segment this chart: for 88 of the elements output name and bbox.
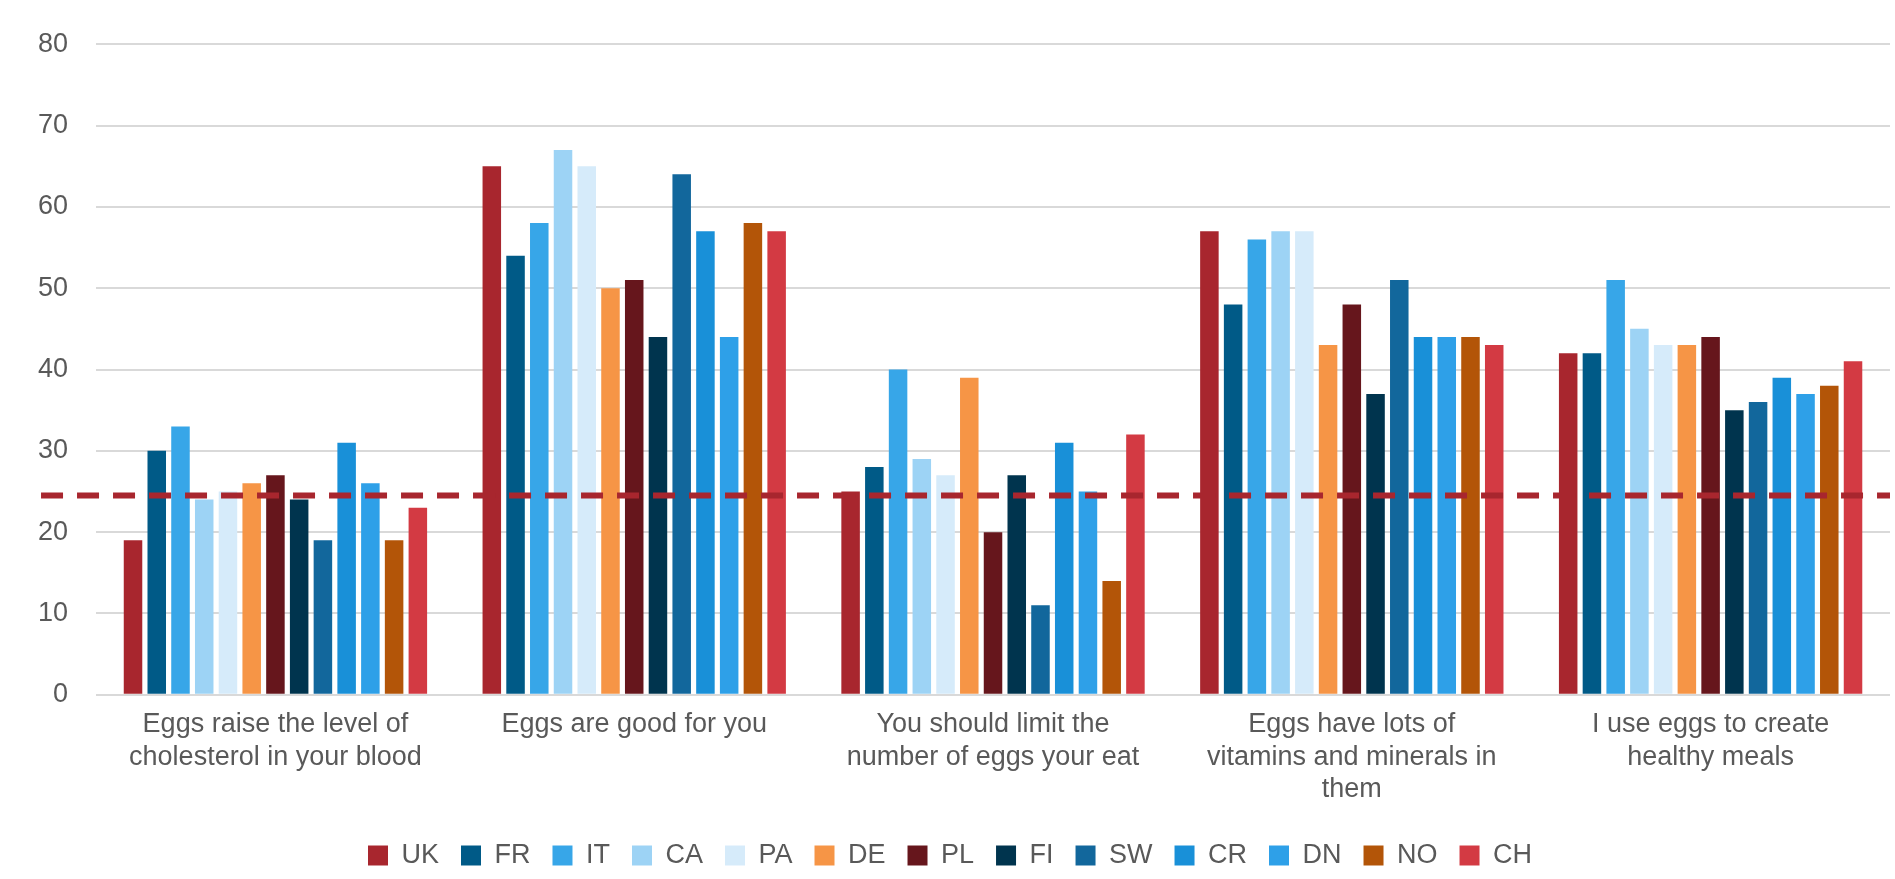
bar — [1796, 393, 1815, 694]
bar — [1725, 410, 1744, 694]
y-tick-label: 30 — [37, 434, 69, 465]
bar — [361, 483, 380, 694]
bar — [696, 231, 715, 694]
bar — [936, 475, 955, 694]
bar — [1102, 580, 1121, 694]
bar — [194, 499, 214, 694]
x-tick-label: Eggs raise the level of cholesterol in your blood — [129, 708, 422, 771]
x-tick-label: I use eggs to create healthy meals — [1592, 708, 1830, 771]
bar — [719, 336, 739, 694]
legend-label: PA — [758, 838, 793, 869]
bar — [1078, 491, 1098, 694]
bar — [289, 499, 309, 694]
legend-label: FR — [494, 838, 531, 869]
bar — [1007, 475, 1027, 694]
bar — [648, 336, 668, 694]
bar — [1390, 280, 1409, 694]
bar — [1748, 402, 1768, 694]
bar — [408, 507, 428, 694]
bar — [384, 540, 404, 694]
x-tick-label: You should limit the number of eggs your eat — [846, 708, 1140, 771]
x-tick-label: Eggs have lots of vitamins and minerals in them — [1207, 708, 1497, 804]
bar — [1820, 385, 1839, 694]
legend-label: CR — [1208, 838, 1248, 869]
bar — [1342, 304, 1362, 694]
legend-label: NO — [1397, 838, 1438, 869]
bar — [218, 491, 238, 694]
bar — [672, 174, 691, 694]
bar — [1271, 231, 1290, 694]
bar — [1653, 345, 1673, 694]
legend-label: CH — [1493, 838, 1533, 869]
bar — [1054, 442, 1074, 694]
bar — [1630, 328, 1649, 694]
bar — [506, 255, 525, 694]
bar — [865, 467, 884, 694]
bar — [313, 540, 333, 694]
bar — [1413, 336, 1433, 694]
bar — [1677, 345, 1697, 694]
bar — [1437, 336, 1457, 694]
y-tick-label: 60 — [37, 190, 69, 221]
bar — [1366, 393, 1385, 694]
x-tick-label: Eggs are good for you — [501, 708, 768, 739]
bar — [1247, 239, 1267, 694]
bar — [624, 280, 644, 694]
bar — [1582, 353, 1602, 694]
bar — [266, 475, 285, 694]
bar — [242, 483, 261, 694]
bar — [1461, 336, 1480, 694]
bar — [1295, 231, 1314, 694]
y-tick-label: 0 — [53, 678, 69, 709]
bar — [1772, 377, 1792, 694]
legend-label: DN — [1302, 838, 1342, 869]
bar — [601, 288, 620, 694]
y-tick-label: 10 — [37, 596, 69, 627]
bar — [171, 426, 190, 694]
bar — [1606, 280, 1625, 694]
bar — [1031, 605, 1050, 694]
legend-label: PL — [941, 838, 975, 869]
bar — [1318, 345, 1338, 694]
bar — [577, 166, 597, 694]
bar — [743, 223, 763, 694]
bar — [1701, 336, 1720, 694]
bar — [1843, 361, 1863, 694]
y-tick-label: 80 — [37, 27, 69, 58]
y-tick-label: 20 — [37, 515, 69, 546]
bar — [960, 377, 979, 694]
legend-label: UK — [401, 838, 439, 869]
bar — [1126, 434, 1145, 694]
bar — [767, 231, 786, 694]
y-tick-label: 40 — [37, 352, 69, 383]
legend-label: CA — [665, 838, 703, 869]
bar — [983, 532, 1003, 694]
bar — [337, 442, 356, 694]
bar — [530, 223, 549, 694]
bar — [912, 458, 932, 694]
y-tick-label: 70 — [37, 108, 69, 139]
bar — [888, 369, 908, 694]
legend-label: DE — [848, 838, 886, 869]
legend-label: SW — [1109, 838, 1154, 869]
bar — [553, 149, 573, 694]
legend-label: FI — [1029, 838, 1054, 869]
bar — [1223, 304, 1243, 694]
legend-label: IT — [585, 838, 610, 869]
y-tick-label: 50 — [37, 271, 69, 302]
bar — [147, 450, 167, 694]
bar — [1484, 345, 1504, 694]
bar — [123, 540, 143, 694]
